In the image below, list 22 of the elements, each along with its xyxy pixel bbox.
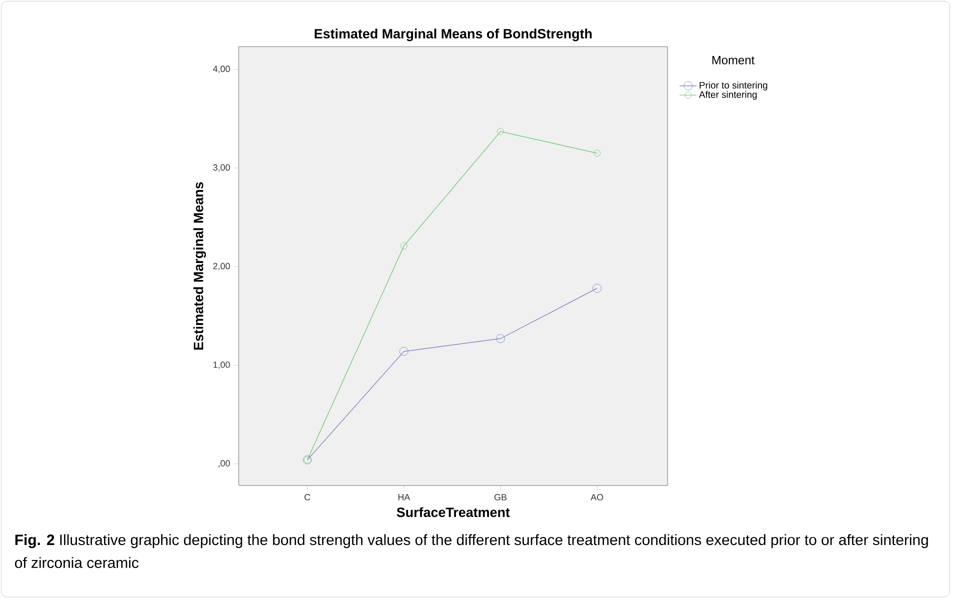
y-tick-label: 2,00	[213, 262, 230, 270]
point	[592, 284, 602, 293]
y-tick-label: 3,00	[213, 164, 230, 172]
point	[496, 334, 505, 343]
legend-label: Prior to sintering	[700, 82, 768, 90]
y-tick-label: 4,00	[213, 66, 230, 74]
x-tick-label: HA	[398, 494, 410, 500]
x-axis-title: SurfaceTreatment	[396, 507, 510, 518]
x-tick-label: AO	[590, 494, 604, 500]
text: Fig. 2 Illustrative graphic depicting the bond strength values of the different surface treatment conditions executed prior to or after sintering of zirconia ceramic	[15, 534, 928, 568]
legend-label: After sintering	[698, 90, 757, 100]
chart-title: Estimated Marginal Means of BondStrength	[314, 28, 592, 42]
point	[594, 150, 600, 157]
point	[497, 128, 504, 135]
y-tick-label: 1,00	[213, 361, 230, 369]
point	[400, 242, 408, 250]
x-tick-label: C	[304, 494, 310, 500]
legend-title: Moment	[712, 56, 755, 64]
y-axis-title: Estimated Marginal Means	[193, 182, 206, 350]
y-tick-label: ,00	[218, 460, 230, 468]
point	[400, 346, 408, 356]
x-tick-label: GB	[494, 494, 507, 500]
